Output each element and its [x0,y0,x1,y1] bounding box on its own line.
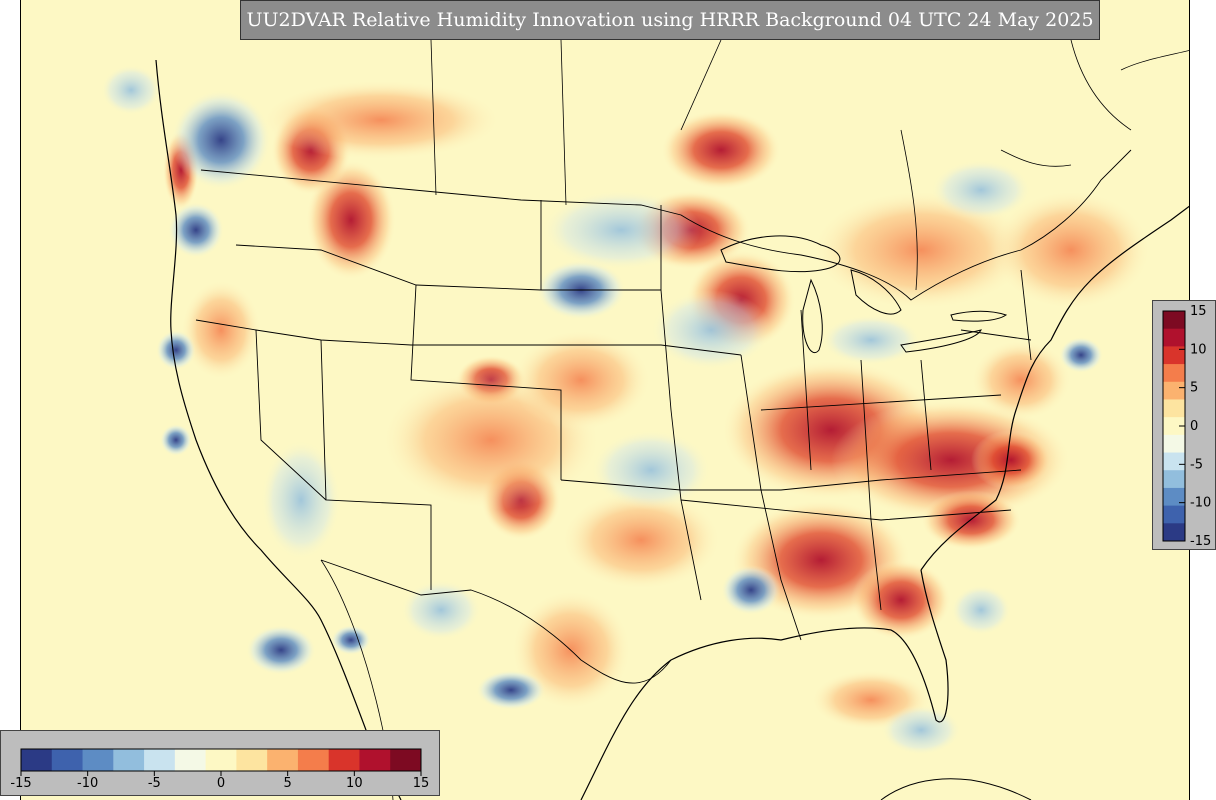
colorbar-tick-label: 0 [217,776,225,791]
colorbar-tick-label: -10 [77,776,98,791]
map-title: UU2DVAR Relative Humidity Innovation usi… [240,0,1100,40]
colorbar-swatch [236,749,268,771]
colorbar-tick-label: 0 [1190,419,1198,434]
canada-provinces [430,39,1189,291]
colorbar-swatch [1163,381,1185,400]
innovation-blob [561,490,721,590]
colorbar-tick-label: 5 [1190,381,1198,396]
innovation-blob [261,80,501,160]
innovation-blob [821,315,921,365]
colorbar-swatch [359,749,391,771]
colorbar-horizontal-ticks: -15 -10 -5 0 5 10 15 [10,771,429,791]
innovation-blob [991,190,1151,310]
colorbar-tick-label: -5 [148,776,161,791]
colorbar-swatch [1163,505,1185,524]
colorbar-swatch [267,749,299,771]
colorbar-swatch [1163,328,1185,347]
colorbar-tick-label: 10 [1190,342,1207,357]
innovation-blob [721,565,781,615]
colorbar-tick-label: 15 [1190,304,1207,319]
colorbar-horizontal-svg: -15 -10 -5 0 5 10 15 [10,748,429,791]
innovation-blob [971,430,1051,490]
colorbar-swatch [1163,452,1185,471]
innovation-blob [931,160,1031,220]
colorbar-tick-label: -5 [1190,457,1203,472]
innovation-blob [261,440,341,560]
colorbar-vertical-swatches [1163,311,1185,542]
colorbar-swatch [113,749,145,771]
colorbar-swatch [1163,346,1185,365]
innovation-blob [160,424,192,456]
colorbar-swatch [1163,399,1185,418]
colorbar-swatch [1163,364,1185,383]
great-lakes [720,235,1008,353]
colorbar-tick-label: 10 [346,776,363,791]
colorbar-swatch [328,749,360,771]
innovation-blob [181,280,261,380]
innovation-blob [168,202,224,258]
colorbar-swatch [1163,311,1185,330]
colorbar-vertical-ticks: 15 10 5 0 -5 -10 -15 [1179,304,1211,549]
innovation-blob [476,670,546,710]
colorbar-swatch [174,749,207,771]
colorbar-tick-label: -15 [1190,534,1211,549]
humidity-field-map [21,0,1189,800]
innovation-blob [1059,337,1103,373]
innovation-blob [951,585,1011,635]
innovation-blob [971,340,1071,420]
colorbar-swatch [297,749,330,771]
colorbar-tick-label: 15 [413,776,430,791]
innovation-blob [651,290,771,370]
colorbar-swatch [1163,470,1185,489]
colorbar-swatch [82,749,114,771]
innovation-blob [101,65,161,115]
state-borders [195,149,1132,684]
colorbar-vertical: 15 10 5 0 -5 -10 -15 [1152,300,1216,550]
colorbar-swatch [21,749,53,771]
colorbar-swatch [390,749,422,771]
map-panel [20,0,1190,800]
innovation-blob [811,190,1031,310]
innovation-blob [851,560,951,640]
innovation-blob [331,625,371,655]
innovation-blob [401,580,481,640]
colorbar-swatch [1163,417,1185,436]
colorbar-swatch [1163,523,1185,542]
colorbar-tick-label: -15 [10,776,31,791]
innovation-blob [511,330,651,430]
colorbar-tick-label: 5 [284,776,292,791]
innovation-blob [156,330,196,370]
colorbar-swatch [1163,487,1185,507]
colorbar-horizontal: -15 -10 -5 0 5 10 15 [0,730,440,796]
colorbar-swatch [144,749,176,771]
coastlines [155,59,1189,800]
innovation-blob [591,430,711,510]
innovation-blob [171,90,271,190]
innovation-field [101,65,1151,755]
colorbar-swatch [205,749,237,771]
colorbar-tick-label: -10 [1190,496,1211,511]
colorbar-swatch [51,749,84,771]
colorbar-horizontal-swatches [21,749,422,771]
innovation-blob [246,625,316,675]
innovation-blob [881,705,961,755]
colorbar-vertical-svg: 15 10 5 0 -5 -10 -15 [1162,304,1211,549]
colorbar-swatch [1163,434,1185,454]
innovation-blob [661,110,781,190]
